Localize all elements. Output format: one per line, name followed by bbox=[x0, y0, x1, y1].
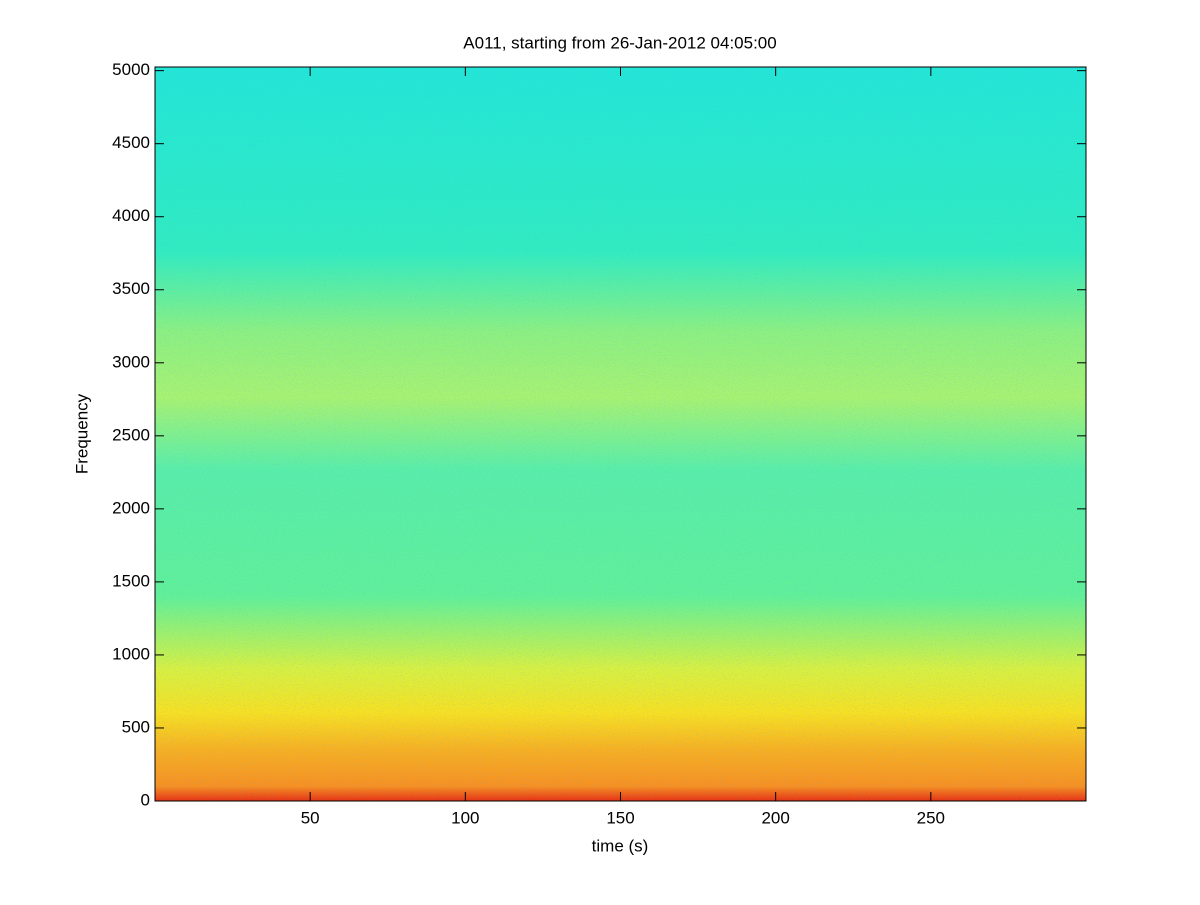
y-tick-label: 500 bbox=[122, 717, 150, 736]
y-tick-label: 0 bbox=[141, 790, 150, 809]
x-axis-label: time (s) bbox=[592, 836, 649, 855]
y-tick-label: 1000 bbox=[112, 644, 150, 663]
x-tick-label: 250 bbox=[917, 808, 945, 827]
x-tick-label: 200 bbox=[761, 808, 789, 827]
x-tick-label: 150 bbox=[606, 808, 634, 827]
y-tick-label: 1500 bbox=[112, 571, 150, 590]
x-tick-label: 50 bbox=[301, 808, 320, 827]
y-tick-label: 5000 bbox=[112, 60, 150, 79]
y-axis-label: Frequency bbox=[72, 393, 91, 474]
y-tick-label: 2000 bbox=[112, 498, 150, 517]
y-tick-label: 4000 bbox=[112, 206, 150, 225]
y-tick-label: 2500 bbox=[112, 425, 150, 444]
chart-title: A011, starting from 26-Jan-2012 04:05:00 bbox=[463, 33, 776, 52]
y-tick-label: 3000 bbox=[112, 352, 150, 371]
y-tick-label: 3500 bbox=[112, 279, 150, 298]
y-tick-label: 4500 bbox=[112, 133, 150, 152]
x-tick-label: 100 bbox=[451, 808, 479, 827]
spectrogram-image bbox=[155, 67, 1086, 801]
